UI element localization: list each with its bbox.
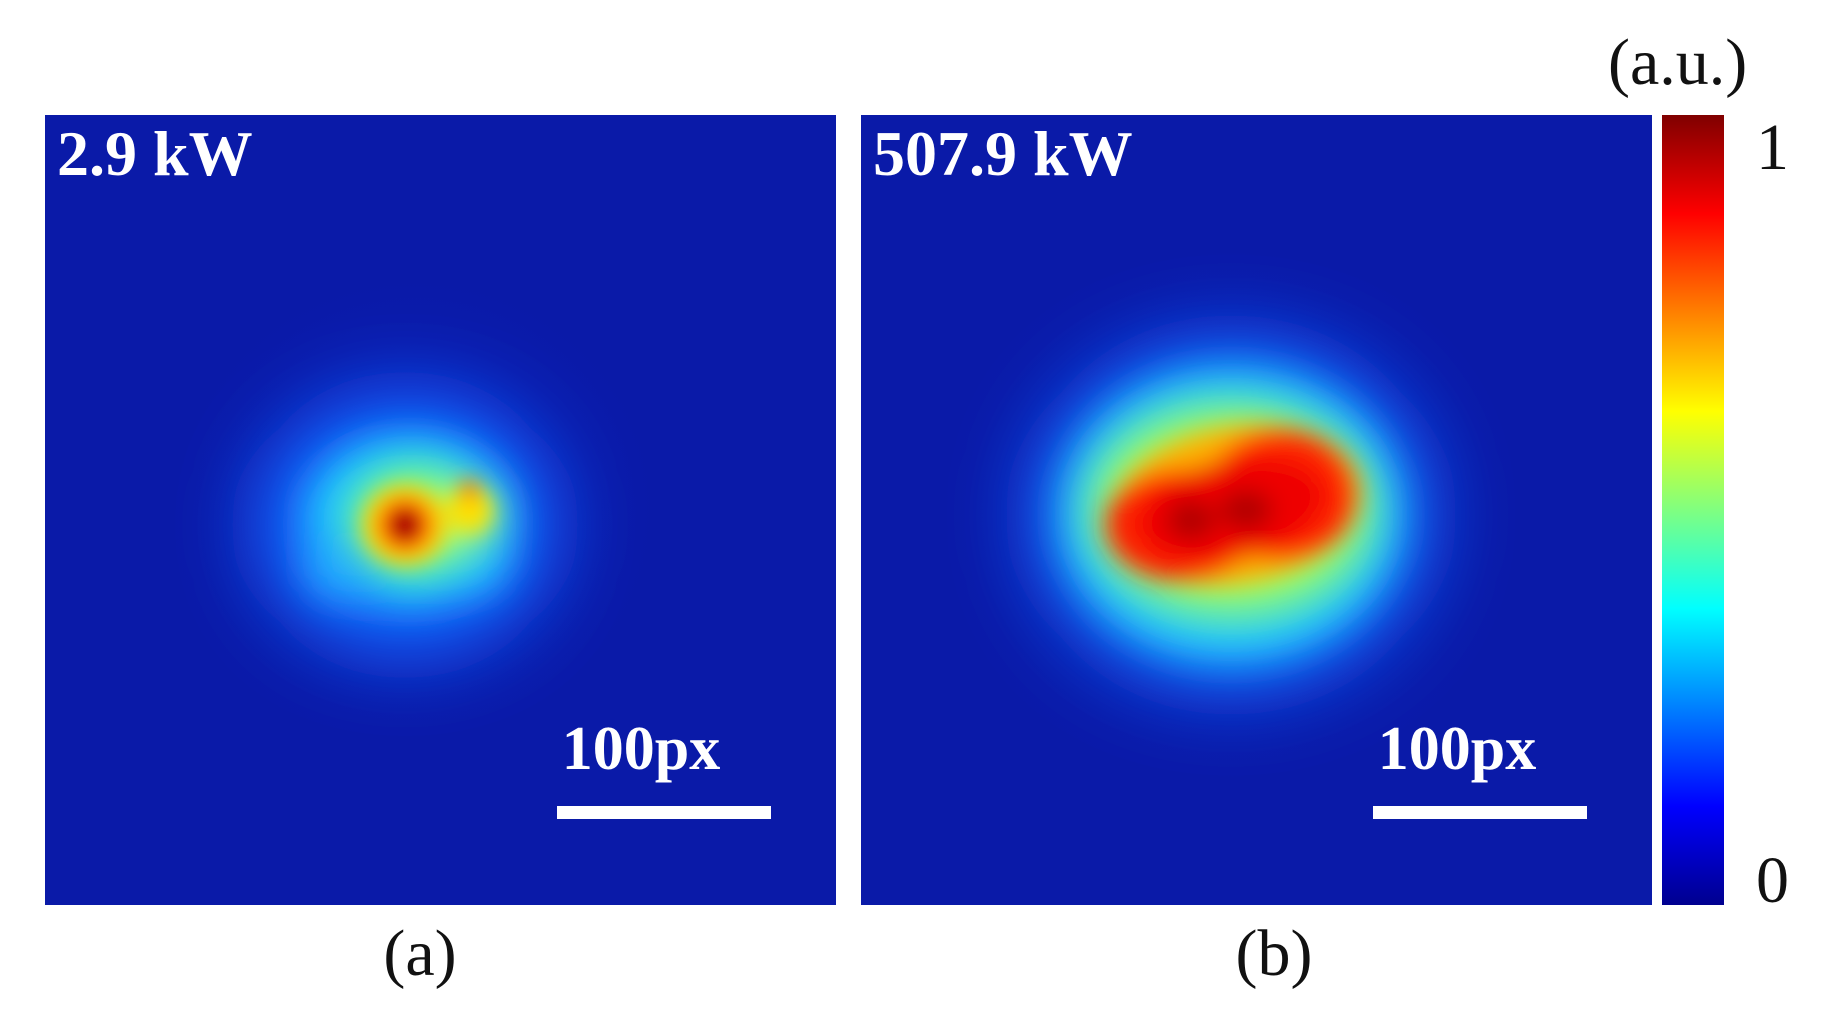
scale-bar [1373, 806, 1587, 819]
beam-intensity-image-b [861, 115, 1652, 905]
scale-bar [557, 806, 771, 819]
scale-bar-label: 100px [561, 715, 721, 783]
beam-profile-panel-a: 2.9 kW 100px [45, 115, 836, 905]
scale-bar-label: 100px [1377, 715, 1537, 783]
beam-profile-panel-b: 507.9 kW 100px [861, 115, 1652, 905]
colorbar-min-label: 0 [1756, 844, 1789, 917]
colorbar-unit-label: (a.u.) [1608, 26, 1748, 99]
colorbar [1662, 115, 1724, 905]
colorbar-max-label: 1 [1756, 111, 1789, 184]
panel-caption-b: (b) [1235, 917, 1313, 990]
panel-caption-a: (a) [383, 917, 457, 990]
power-label: 507.9 kW [873, 118, 1133, 189]
beam-intensity-image-a [45, 115, 836, 905]
power-label: 2.9 kW [57, 118, 253, 189]
